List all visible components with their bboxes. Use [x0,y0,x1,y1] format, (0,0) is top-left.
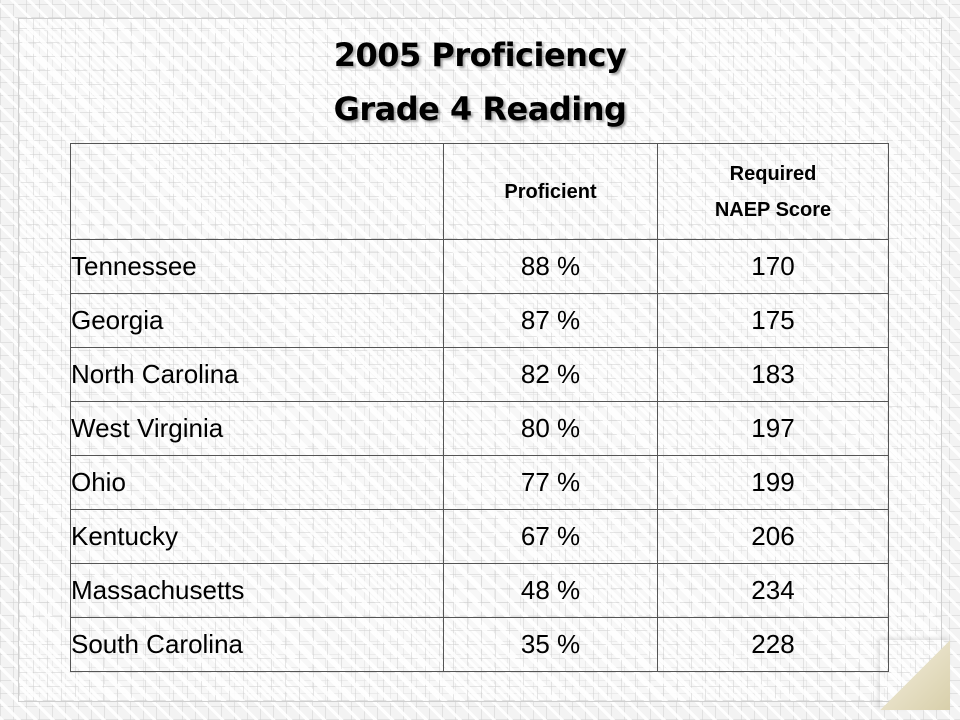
table-row: Massachusetts 48 % 234 [70,563,889,618]
header-proficient: Proficient [443,143,658,240]
table-header-row: Proficient Required NAEP Score [70,143,889,240]
table-row: Tennessee 88 % 170 [70,239,889,294]
slide-title: 2005 Proficiency Grade 4 Reading [0,28,960,136]
state-cell: West Virginia [70,401,444,456]
score-cell: 183 [657,347,889,402]
proficient-cell: 80 % [443,401,658,456]
state-cell: Georgia [70,293,444,348]
state-cell: North Carolina [70,347,444,402]
proficient-cell: 67 % [443,509,658,564]
proficient-cell: 77 % [443,455,658,510]
state-cell: Massachusetts [70,563,444,618]
proficient-cell: 88 % [443,239,658,294]
score-cell: 234 [657,563,889,618]
score-cell: 206 [657,509,889,564]
table-row: Georgia 87 % 175 [70,293,889,348]
state-cell: Tennessee [70,239,444,294]
header-required-line-2: NAEP Score [714,198,832,221]
title-line-1: 2005 Proficiency [333,36,627,74]
page-curl-decoration [880,640,950,710]
table-row: North Carolina 82 % 183 [70,347,889,402]
score-cell: 199 [657,455,889,510]
table-row: Kentucky 67 % 206 [70,509,889,564]
score-cell: 170 [657,239,889,294]
score-cell: 175 [657,293,889,348]
table-row: West Virginia 80 % 197 [70,401,889,456]
title-line-2: Grade 4 Reading [333,90,627,128]
state-cell: South Carolina [70,617,444,672]
proficient-cell: 35 % [443,617,658,672]
score-cell: 228 [657,617,889,672]
score-cell: 197 [657,401,889,456]
header-required-score: Required NAEP Score [657,143,889,240]
proficiency-table: Proficient Required NAEP Score Tennessee… [70,143,889,672]
proficient-cell: 48 % [443,563,658,618]
state-cell: Kentucky [70,509,444,564]
proficient-cell: 82 % [443,347,658,402]
table-row: Ohio 77 % 199 [70,455,889,510]
header-required-line-1: Required [729,162,817,185]
header-proficient-label: Proficient [504,180,597,203]
proficient-cell: 87 % [443,293,658,348]
table-row: South Carolina 35 % 228 [70,617,889,672]
state-cell: Ohio [70,455,444,510]
header-state [70,143,444,240]
